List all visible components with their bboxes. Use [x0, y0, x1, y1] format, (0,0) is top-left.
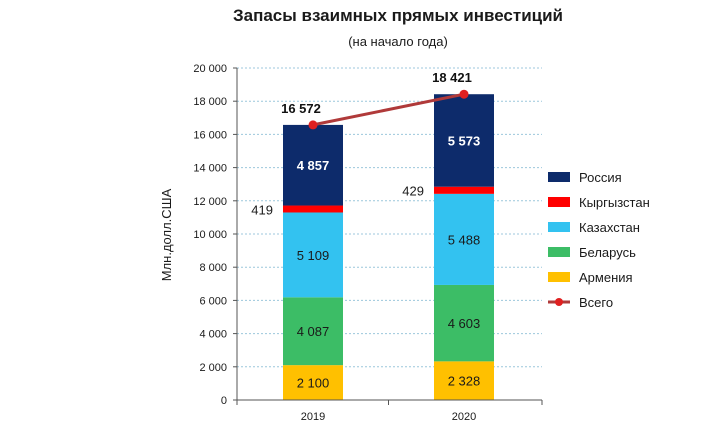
bar-segment [434, 186, 494, 194]
y-tick-label: 8 000 [199, 262, 227, 274]
y-axis: 0 2 000 4 000 6 000 8 000 10 000 12 000 14 000 1… [193, 63, 238, 407]
x-axis: 2019 2020 [236, 399, 543, 423]
bar-segment [283, 205, 343, 213]
legend-label: Казахстан [579, 220, 640, 235]
legend-marker [555, 298, 563, 306]
legend: Россия Кыргызстан Казахстан Беларусь Армения… [548, 170, 650, 310]
y-tick-label: 4 000 [199, 329, 227, 341]
bar-segment [434, 193, 494, 285]
y-tick-label: 0 [221, 395, 227, 407]
y-tick-label: 14 000 [193, 163, 227, 175]
x-tick-label: 2019 [301, 411, 325, 423]
legend-label: Всего [579, 295, 613, 310]
bar-segment [283, 365, 343, 400]
data-label: 4 603 [448, 316, 481, 331]
total-point [308, 120, 318, 130]
bar-segment [434, 361, 494, 400]
legend-label: Беларусь [579, 245, 636, 260]
data-label: 2 328 [448, 374, 481, 389]
data-label: 5 109 [297, 248, 330, 263]
bar-segment [283, 212, 343, 298]
bar-segment [283, 297, 343, 366]
y-tick-label: 12 000 [193, 196, 227, 208]
chart-title: Запасы взаимных прямых инвестиций [233, 6, 563, 25]
legend-swatch [548, 197, 570, 207]
bar-segment [434, 284, 494, 362]
total-series: 16 572 18 421 [281, 70, 472, 130]
y-tick-label: 18 000 [193, 96, 227, 108]
y-tick-label: 16 000 [193, 129, 227, 141]
data-label: 4 857 [297, 158, 330, 173]
legend-swatch [548, 272, 570, 282]
gridlines [237, 67, 542, 368]
chart-subtitle: (на начало года) [348, 34, 448, 49]
y-tick-label: 2 000 [199, 362, 227, 374]
y-tick-label: 6 000 [199, 295, 227, 307]
total-line [312, 92, 465, 127]
data-label: 4 087 [297, 324, 330, 339]
y-axis-label: Млн.долл.США [159, 188, 174, 281]
legend-label: Россия [579, 170, 622, 185]
total-label: 16 572 [281, 101, 321, 116]
bar-segment [283, 124, 343, 206]
legend-swatch [548, 222, 570, 232]
y-tick-label: 10 000 [193, 229, 227, 241]
legend-label: Армения [579, 270, 633, 285]
x-tick-label: 2020 [452, 411, 476, 423]
data-label: 429 [402, 184, 424, 199]
data-label: 419 [251, 203, 273, 218]
y-tick-label: 20 000 [193, 63, 227, 75]
data-label: 5 573 [448, 133, 481, 148]
total-label: 18 421 [432, 70, 472, 85]
bars: 2 100 4 087 5 109 419 4 857 2 328 4 603 5 488 42… [251, 94, 494, 400]
legend-label: Кыргызстан [579, 195, 650, 210]
total-point [459, 89, 469, 99]
bar-segment [434, 94, 494, 187]
legend-swatch [548, 247, 570, 257]
legend-swatch [548, 172, 570, 182]
data-label: 2 100 [297, 376, 330, 391]
data-label: 5 488 [448, 232, 481, 247]
